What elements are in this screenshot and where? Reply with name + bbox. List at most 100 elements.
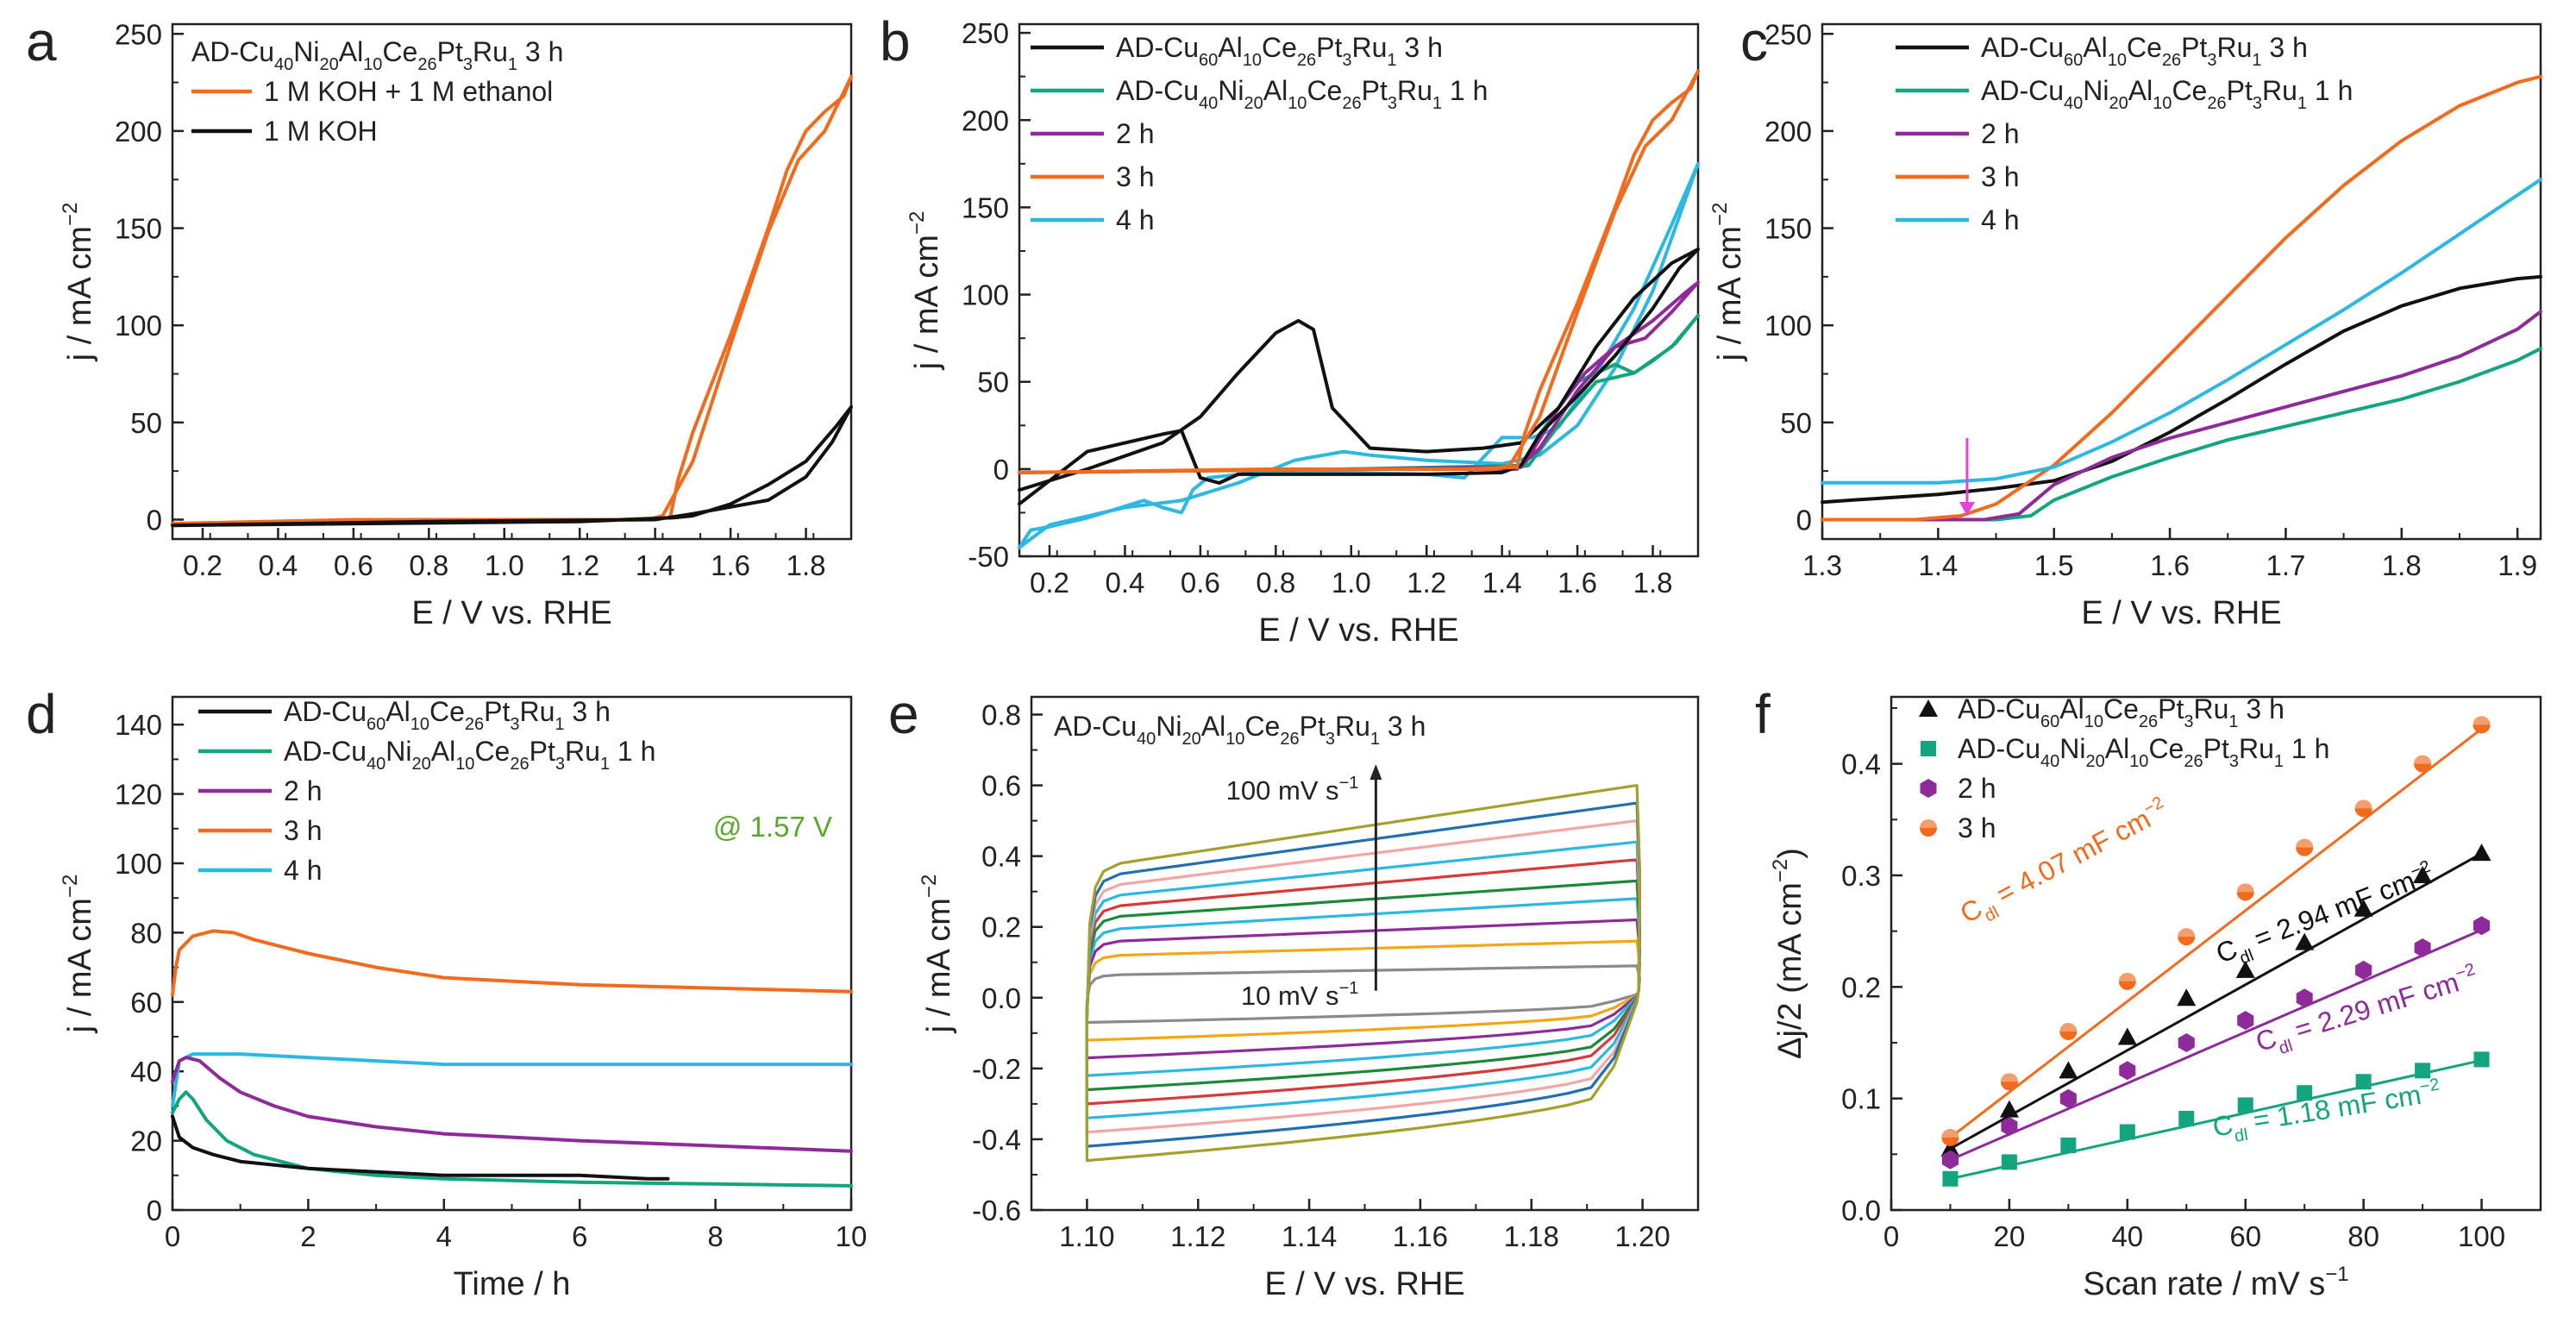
label-segment: Pt xyxy=(484,696,510,727)
data-point-shade xyxy=(2118,972,2136,981)
label-segment: 10 xyxy=(2153,94,2172,113)
label-segment: AD-Cu xyxy=(284,696,367,727)
data-point xyxy=(2117,1027,2137,1045)
label-segment: −1 xyxy=(1339,774,1359,793)
data-point xyxy=(2473,716,2491,734)
y-tick-label: 200 xyxy=(962,104,1009,136)
data-point-shade xyxy=(2473,716,2491,725)
label-segment: 2 h xyxy=(1958,773,1996,804)
legend-a-label: 1 M KOH + 1 M ethanol xyxy=(264,76,553,107)
label-10-mV: 10 mV s−1 xyxy=(1241,979,1359,1011)
data-point xyxy=(2118,972,2136,990)
y-tick-label: 100 xyxy=(962,279,1009,311)
label-segment: j xyxy=(909,362,945,370)
legend-b-label: AD-Cu60Al10Ce26Pt3Ru1 3 h xyxy=(1116,32,1443,70)
label-segment: Ni xyxy=(1156,711,1181,742)
y-tick-label: -50 xyxy=(968,541,1009,573)
x-tick-label: 0 xyxy=(1883,1220,1899,1252)
label-segment: Al xyxy=(2128,75,2153,106)
label-segment: 1 xyxy=(2297,94,2307,113)
series-line-d xyxy=(171,1114,670,1181)
x-tick-label: 1.16 xyxy=(1393,1220,1448,1252)
label-segment: / mA cm xyxy=(921,898,957,1025)
data-point xyxy=(1942,1170,1959,1187)
x-tick-label: 0.8 xyxy=(1256,567,1295,599)
panel-letter-d: d xyxy=(26,683,57,745)
label-segment: dl xyxy=(2237,946,2256,969)
label-segment: Pt xyxy=(2203,733,2229,764)
label-segment: AD-Cu xyxy=(284,736,367,767)
y-tick-label: 0.4 xyxy=(981,841,1021,873)
data-point-shade xyxy=(2296,838,2314,848)
label-segment: −2 xyxy=(906,211,929,235)
label-segment: 10 xyxy=(1243,51,1262,70)
onset-arrow-head xyxy=(1959,501,1975,516)
label-segment: 4 h xyxy=(1981,204,2019,235)
data-point xyxy=(1941,1128,1959,1146)
label-segment: 10 xyxy=(411,715,429,734)
y-tick-label: 0.0 xyxy=(1841,1195,1881,1226)
label-segment: 20 xyxy=(1181,730,1200,749)
data-point xyxy=(2296,988,2313,1008)
data-point xyxy=(2178,1033,2195,1052)
x-tick-label: 1.0 xyxy=(1332,567,1371,599)
label-segment: AD-Cu xyxy=(1958,733,2040,764)
label-segment: dl xyxy=(2277,1037,2295,1059)
label-segment: Al xyxy=(1218,32,1242,63)
x-tick-label: 1.20 xyxy=(1614,1220,1670,1252)
data-point xyxy=(2296,838,2314,856)
label-segment: 3 h xyxy=(2262,32,2308,63)
legend-marker xyxy=(1920,819,1937,837)
legend-c-label: AD-Cu40Ni20Al10Ce26Pt3Ru1 1 h xyxy=(1981,75,2353,113)
data-point xyxy=(2059,1088,2077,1108)
label-segment: 1 h xyxy=(2307,75,2353,106)
fit-line xyxy=(1949,852,2483,1151)
x-tick-label: 1.12 xyxy=(1170,1220,1225,1252)
data-point xyxy=(2473,1051,2490,1068)
data-point-shade xyxy=(2354,800,2372,809)
label-segment: / mA cm xyxy=(1712,226,1748,354)
cv-loop-40mV xyxy=(1085,897,1641,1077)
data-point xyxy=(1999,1100,2019,1118)
label-segment: AD-Cu xyxy=(1981,75,2064,106)
y-axis-label-b: j / mA cm−2 xyxy=(906,211,945,371)
label-segment: Ce xyxy=(2148,733,2184,764)
label-segment: Ce xyxy=(2127,32,2162,63)
data-point xyxy=(2235,960,2255,978)
x-tick-label: 0.2 xyxy=(183,549,223,581)
data-point xyxy=(2119,1124,2135,1140)
series-line-d xyxy=(171,929,853,997)
label-segment: Pt xyxy=(2181,32,2207,63)
legend-b-label: 4 h xyxy=(1116,204,1154,235)
label-segment: 10 xyxy=(363,55,382,74)
data-point xyxy=(2472,843,2491,862)
y-tick-label: 140 xyxy=(115,709,162,741)
label-segment: Ru xyxy=(2262,75,2297,106)
label-segment: AD-Cu xyxy=(1116,75,1199,106)
label-segment: 40 xyxy=(2040,752,2059,771)
label-segment: Ru xyxy=(2193,693,2228,724)
data-point xyxy=(2001,1117,2018,1136)
label-segment: 60 xyxy=(367,715,385,734)
label-segment: Al xyxy=(385,696,410,727)
x-tick-label: 0.6 xyxy=(1181,567,1220,599)
data-point xyxy=(2353,899,2373,917)
label-segment: 3 xyxy=(1342,51,1351,70)
y-tick-label: 0 xyxy=(993,454,1009,486)
plot-frame xyxy=(171,695,853,1212)
x-axis-label-b: E / V vs. RHE xyxy=(1258,612,1458,649)
x-tick-label: 1.3 xyxy=(1802,549,1842,581)
label-segment: Al xyxy=(1263,75,1288,106)
data-point xyxy=(2178,928,2196,946)
x-tick-label: 100 xyxy=(2458,1220,2505,1252)
x-tick-label: 1.4 xyxy=(636,549,675,581)
data-point xyxy=(2178,1110,2195,1126)
data-point-shade xyxy=(2000,1073,2018,1082)
label-segment: Ce xyxy=(429,696,465,727)
y-tick-label: 250 xyxy=(1764,18,1812,50)
label-segment: 100 mV s xyxy=(1226,775,1339,806)
data-point xyxy=(2001,1154,2017,1170)
label-segment: @ 1.57 V xyxy=(713,811,832,843)
data-point xyxy=(2059,1061,2078,1079)
label-segment: 40 xyxy=(274,55,293,74)
